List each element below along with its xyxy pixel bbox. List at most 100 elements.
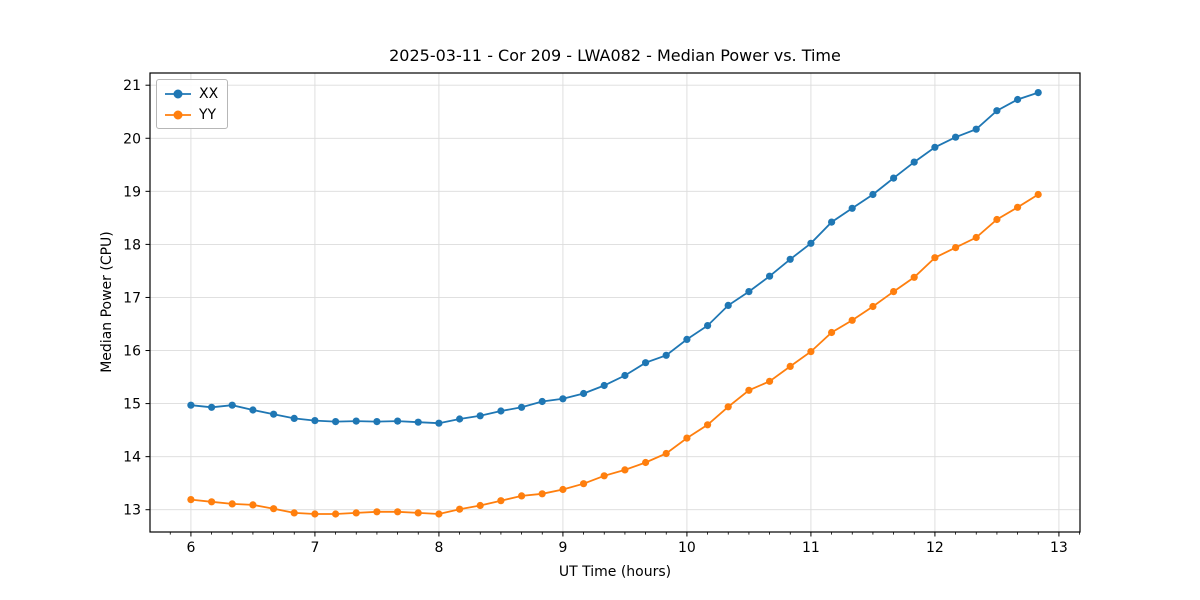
data-point bbox=[456, 505, 464, 513]
y-tick-label: 20 bbox=[123, 131, 141, 147]
data-point bbox=[1034, 89, 1042, 97]
data-point bbox=[249, 501, 257, 509]
x-tick-label: 10 bbox=[678, 540, 696, 556]
data-point bbox=[497, 497, 505, 505]
data-point bbox=[518, 492, 526, 500]
y-tick-label: 15 bbox=[123, 397, 141, 413]
data-point bbox=[683, 434, 691, 442]
y-tick-label: 19 bbox=[123, 184, 141, 200]
y-tick-label: 13 bbox=[123, 503, 141, 519]
x-tick-label: 11 bbox=[802, 540, 820, 556]
data-point bbox=[869, 302, 877, 311]
data-point bbox=[704, 322, 712, 330]
legend-label-xx: XX bbox=[199, 85, 219, 102]
data-point bbox=[600, 472, 608, 480]
data-point bbox=[559, 485, 567, 494]
data-point bbox=[952, 133, 960, 141]
data-point bbox=[621, 371, 629, 380]
data-point bbox=[352, 417, 360, 425]
data-point bbox=[187, 496, 195, 504]
data-point bbox=[786, 362, 794, 370]
data-point bbox=[683, 335, 691, 343]
series-line-yy bbox=[190, 193, 1039, 515]
legend-item-yy: YY bbox=[164, 105, 218, 124]
data-point bbox=[786, 255, 794, 263]
data-point bbox=[394, 508, 402, 516]
data-point bbox=[910, 273, 918, 281]
data-point bbox=[972, 233, 980, 242]
series-yy bbox=[187, 190, 1042, 518]
legend-label-yy: YY bbox=[199, 106, 217, 123]
y-tick-label: 16 bbox=[123, 344, 141, 360]
y-tick-label: 18 bbox=[123, 237, 141, 253]
data-point bbox=[600, 381, 608, 390]
x-tick-label: 9 bbox=[558, 540, 567, 556]
x-axis-title: UT Time (hours) bbox=[558, 564, 672, 580]
data-point bbox=[828, 328, 836, 337]
data-point bbox=[208, 403, 216, 411]
data-point bbox=[848, 316, 856, 324]
data-point bbox=[1014, 95, 1022, 104]
data-point bbox=[228, 500, 236, 508]
data-point bbox=[559, 395, 567, 403]
data-point bbox=[704, 421, 712, 429]
data-point bbox=[724, 301, 732, 309]
yy-line-marker-icon bbox=[165, 110, 191, 119]
data-point bbox=[890, 174, 898, 182]
data-point bbox=[642, 458, 650, 467]
data-point bbox=[993, 215, 1001, 224]
data-point bbox=[311, 417, 319, 425]
data-point bbox=[807, 239, 815, 247]
data-point bbox=[724, 403, 732, 411]
x-tick-label: 7 bbox=[310, 540, 319, 556]
data-point bbox=[869, 190, 877, 199]
data-point bbox=[414, 509, 422, 517]
data-point bbox=[290, 414, 298, 422]
data-point bbox=[332, 510, 340, 518]
data-point bbox=[538, 397, 546, 406]
data-point bbox=[621, 466, 629, 474]
data-point bbox=[187, 401, 195, 409]
data-point bbox=[373, 508, 381, 516]
series-xx bbox=[187, 89, 1042, 427]
data-point bbox=[538, 490, 546, 498]
data-point bbox=[456, 415, 464, 423]
data-point bbox=[228, 401, 236, 409]
data-point bbox=[890, 288, 898, 296]
data-point bbox=[766, 272, 774, 280]
data-point bbox=[910, 158, 918, 166]
data-point bbox=[435, 419, 443, 427]
x-tick-label: 6 bbox=[186, 540, 195, 556]
data-point bbox=[952, 244, 960, 252]
series-line-xx bbox=[190, 91, 1039, 425]
data-point bbox=[580, 389, 588, 398]
x-tick-label: 12 bbox=[926, 540, 944, 556]
data-point bbox=[332, 418, 340, 426]
data-point bbox=[766, 377, 774, 385]
data-point bbox=[352, 509, 360, 517]
data-point bbox=[662, 449, 670, 458]
legend: XX YY bbox=[156, 79, 229, 129]
data-point bbox=[208, 498, 216, 506]
data-point bbox=[662, 351, 670, 359]
data-point bbox=[435, 510, 443, 518]
data-point bbox=[931, 143, 939, 151]
data-point bbox=[414, 418, 422, 426]
data-point bbox=[972, 125, 980, 133]
data-point bbox=[931, 254, 939, 262]
y-tick-label: 17 bbox=[123, 290, 141, 306]
data-point bbox=[394, 417, 402, 425]
data-point bbox=[290, 509, 298, 517]
data-point bbox=[249, 406, 257, 414]
data-point bbox=[848, 204, 856, 212]
chart-title: 2025-03-11 - Cor 209 - LWA082 - Median P… bbox=[389, 46, 841, 65]
data-point bbox=[518, 403, 526, 411]
data-point bbox=[745, 386, 753, 394]
data-point bbox=[270, 410, 278, 418]
data-point bbox=[476, 501, 484, 510]
data-point bbox=[270, 505, 278, 513]
data-point bbox=[642, 359, 650, 367]
data-point bbox=[373, 418, 381, 426]
